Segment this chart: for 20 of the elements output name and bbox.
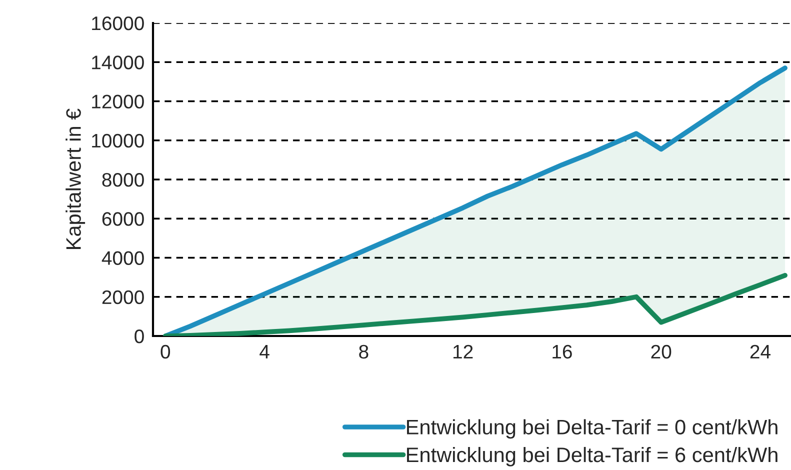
y-tick-label: 2000 — [102, 290, 144, 304]
y-tick-label: 12000 — [92, 94, 144, 108]
y-tick-label: 16000 — [92, 16, 144, 30]
y-tick-label: 8000 — [102, 172, 144, 187]
y-tick-label: 6000 — [102, 212, 144, 226]
x-tick-label: 8 — [359, 344, 368, 359]
legend-label: Entwicklung bei Delta-Tarif = 0 cent/kWh — [407, 419, 778, 439]
x-tick-label: 12 — [453, 344, 473, 358]
legend-label: Entwicklung bei Delta-Tarif = 6 cent/kWh — [407, 446, 778, 466]
x-tick-label: 4 — [260, 345, 270, 358]
y-tick-label: 14000 — [92, 56, 144, 70]
y-tick-label: 0 — [134, 329, 144, 344]
x-tick-label: 0 — [160, 344, 170, 359]
y-tick-label: 4000 — [102, 251, 144, 265]
y-axis-title: Kapitalwert in € — [66, 108, 86, 250]
x-tick-label: 16 — [552, 344, 572, 359]
x-tick-label: 24 — [750, 344, 771, 358]
line-series — [162, 272, 788, 336]
x-tick-label: 20 — [651, 344, 672, 359]
y-tick-label: 10000 — [92, 134, 144, 148]
